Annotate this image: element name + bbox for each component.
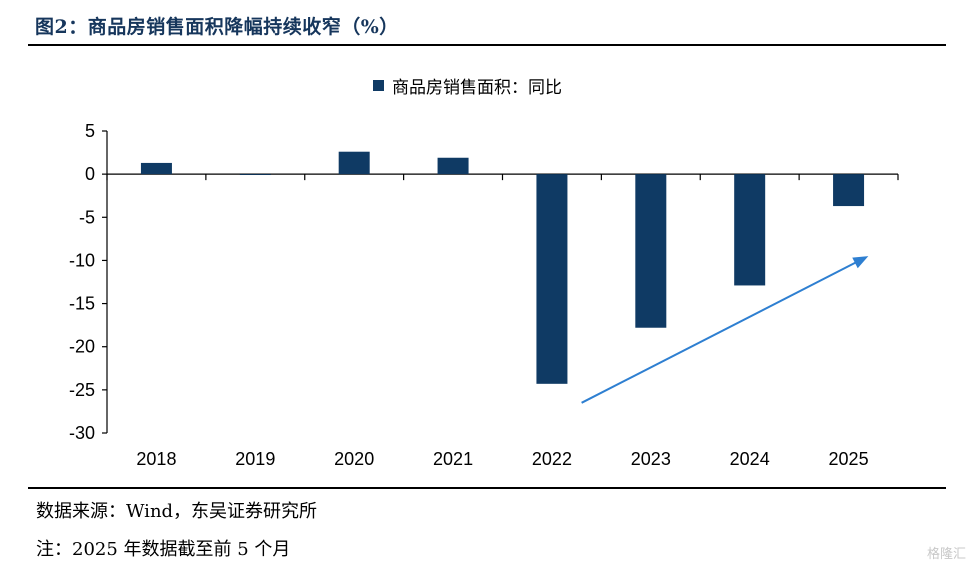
- source-note: 数据来源：Wind，东吴证券研究所: [36, 501, 318, 522]
- trend-arrow: [581, 256, 869, 404]
- y-tick-label: -30: [69, 423, 95, 443]
- x-tick-label: 2023: [631, 449, 671, 469]
- legend-label: 商品房销售面积：同比: [392, 78, 562, 98]
- y-tick-label: -25: [69, 380, 95, 400]
- bar-2019: [239, 174, 271, 176]
- bar-2024: [734, 174, 766, 286]
- bar-2021: [437, 157, 469, 175]
- bar-2018: [140, 162, 172, 175]
- axes: 5 0 -5 -10 -15 -20 -25 -30 2018 2019 2020 2021 2022 2…: [69, 121, 899, 469]
- legend-swatch: [373, 80, 384, 91]
- x-tick-label: 2022: [532, 449, 572, 469]
- x-tick-label: 2025: [829, 449, 869, 469]
- y-tick-label: 0: [85, 164, 95, 184]
- bars: [140, 151, 865, 384]
- arrow-shaft: [581, 259, 861, 404]
- footnote: 注：2025 年数据截至前 5 个月: [36, 539, 291, 560]
- y-tick-label: 5: [85, 121, 95, 141]
- footer-divider: [28, 487, 946, 489]
- bar-2023: [635, 174, 667, 328]
- title-divider: [28, 44, 946, 46]
- x-tick-label: 2024: [730, 449, 770, 469]
- x-tick-label: 2021: [433, 449, 473, 469]
- bar-2025: [833, 174, 865, 207]
- bar-2020: [338, 151, 370, 175]
- figure-title: 图2：商品房销售面积降幅持续收窄（%）: [35, 16, 399, 38]
- bar-2022: [536, 174, 568, 384]
- x-tick-label: 2020: [334, 449, 374, 469]
- y-tick-label: -15: [69, 294, 95, 314]
- y-tick-label: -5: [79, 207, 95, 227]
- x-tick-label: 2018: [136, 449, 176, 469]
- legend: 商品房销售面积：同比: [373, 78, 562, 98]
- x-tick-label: 2019: [235, 449, 275, 469]
- arrow-head: [852, 256, 869, 269]
- y-tick-label: -10: [69, 250, 95, 270]
- watermark: 格隆汇: [926, 547, 966, 562]
- y-tick-label: -20: [69, 337, 95, 357]
